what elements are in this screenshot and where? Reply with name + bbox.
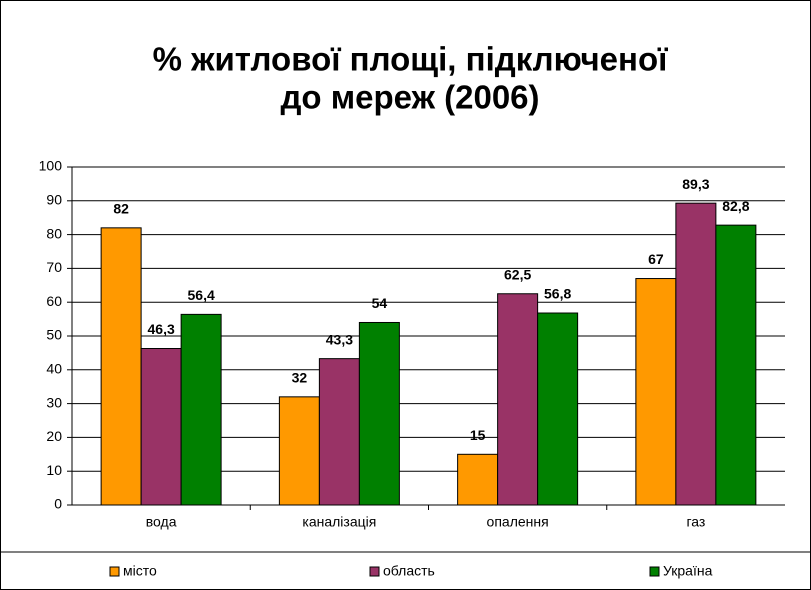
y-tick-label: 30: [46, 394, 62, 410]
bar: [180, 313, 222, 506]
bar: [715, 224, 757, 506]
value-label: 56,8: [544, 286, 571, 302]
value-label: 67: [648, 251, 664, 267]
bar: [318, 358, 360, 506]
y-tick-label: 0: [54, 496, 62, 512]
legend-swatch: [649, 566, 660, 577]
y-tick-label: 80: [46, 225, 62, 241]
legend-label: область: [383, 563, 435, 579]
bar: [140, 348, 182, 506]
bar: [457, 453, 499, 506]
y-tick-label: 50: [46, 327, 62, 343]
value-label: 46,3: [148, 321, 175, 337]
bar: [537, 312, 579, 506]
x-tick-label: газ: [686, 514, 705, 530]
legend-swatch: [109, 566, 120, 577]
y-tick-label: 70: [46, 259, 62, 275]
legend-swatch: [369, 566, 380, 577]
bar: [635, 278, 677, 506]
x-tick-label: опалення: [487, 514, 549, 530]
y-tick-label: 100: [39, 158, 63, 174]
y-tick-label: 40: [46, 361, 62, 377]
value-label: 82,8: [722, 198, 749, 214]
value-label: 62,5: [504, 266, 531, 282]
value-label: 56,4: [188, 287, 215, 303]
chart-title: до мереж (2006): [280, 79, 539, 116]
x-tick-label: вода: [146, 514, 177, 530]
y-tick-label: 60: [46, 293, 62, 309]
value-label: 32: [292, 370, 308, 386]
y-tick-label: 90: [46, 192, 62, 208]
value-label: 89,3: [682, 176, 709, 192]
chart-title: % житлової площі, підключеної: [153, 41, 668, 78]
value-label: 15: [470, 427, 486, 443]
y-tick-label: 10: [46, 462, 62, 478]
value-label: 82: [113, 201, 129, 217]
value-label: 54: [372, 295, 388, 311]
value-label: 43,3: [326, 331, 353, 347]
bar: [100, 227, 142, 506]
bar: [278, 396, 320, 506]
bar: [358, 321, 400, 506]
bar: [675, 202, 717, 506]
bar: [497, 293, 539, 506]
legend-label: Україна: [663, 563, 713, 579]
legend-label: місто: [123, 563, 157, 579]
x-tick-label: каналізація: [302, 514, 376, 530]
y-tick-label: 20: [46, 428, 62, 444]
